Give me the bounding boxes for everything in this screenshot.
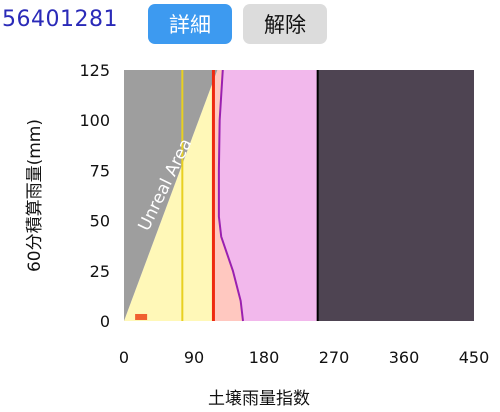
- y-tick-label: 50: [90, 212, 110, 231]
- x-tick-label: 360: [389, 348, 420, 367]
- header: 56401281 詳細 解除: [0, 4, 500, 44]
- y-tick-label: 75: [90, 161, 110, 180]
- y-tick-label: 0: [100, 312, 110, 331]
- yellow-region: [124, 80, 214, 321]
- current-point-marker: [135, 313, 148, 320]
- x-tick-label: 180: [249, 348, 280, 367]
- detail-button[interactable]: 詳細: [148, 4, 232, 44]
- pink-region: [218, 70, 318, 321]
- unreal-area: [124, 70, 218, 321]
- dark-region: [317, 70, 474, 321]
- x-tick-label: 270: [319, 348, 350, 367]
- x-axis-title: 土壌雨量指数: [208, 389, 310, 409]
- clear-button[interactable]: 解除: [243, 4, 327, 44]
- y-tick-label: 125: [79, 61, 110, 80]
- x-tick-label: 450: [459, 348, 490, 367]
- x-tick-label: 90: [184, 348, 204, 367]
- x-tick-label: 0: [119, 348, 129, 367]
- y-tick-label: 25: [90, 262, 110, 281]
- clv-curve: [217, 69, 244, 322]
- y-tick-label: 100: [79, 111, 110, 130]
- station-id: 56401281: [2, 7, 118, 32]
- salmon-region: [213, 70, 243, 321]
- y-axis-title: 60分積算雨量(mm): [25, 119, 45, 272]
